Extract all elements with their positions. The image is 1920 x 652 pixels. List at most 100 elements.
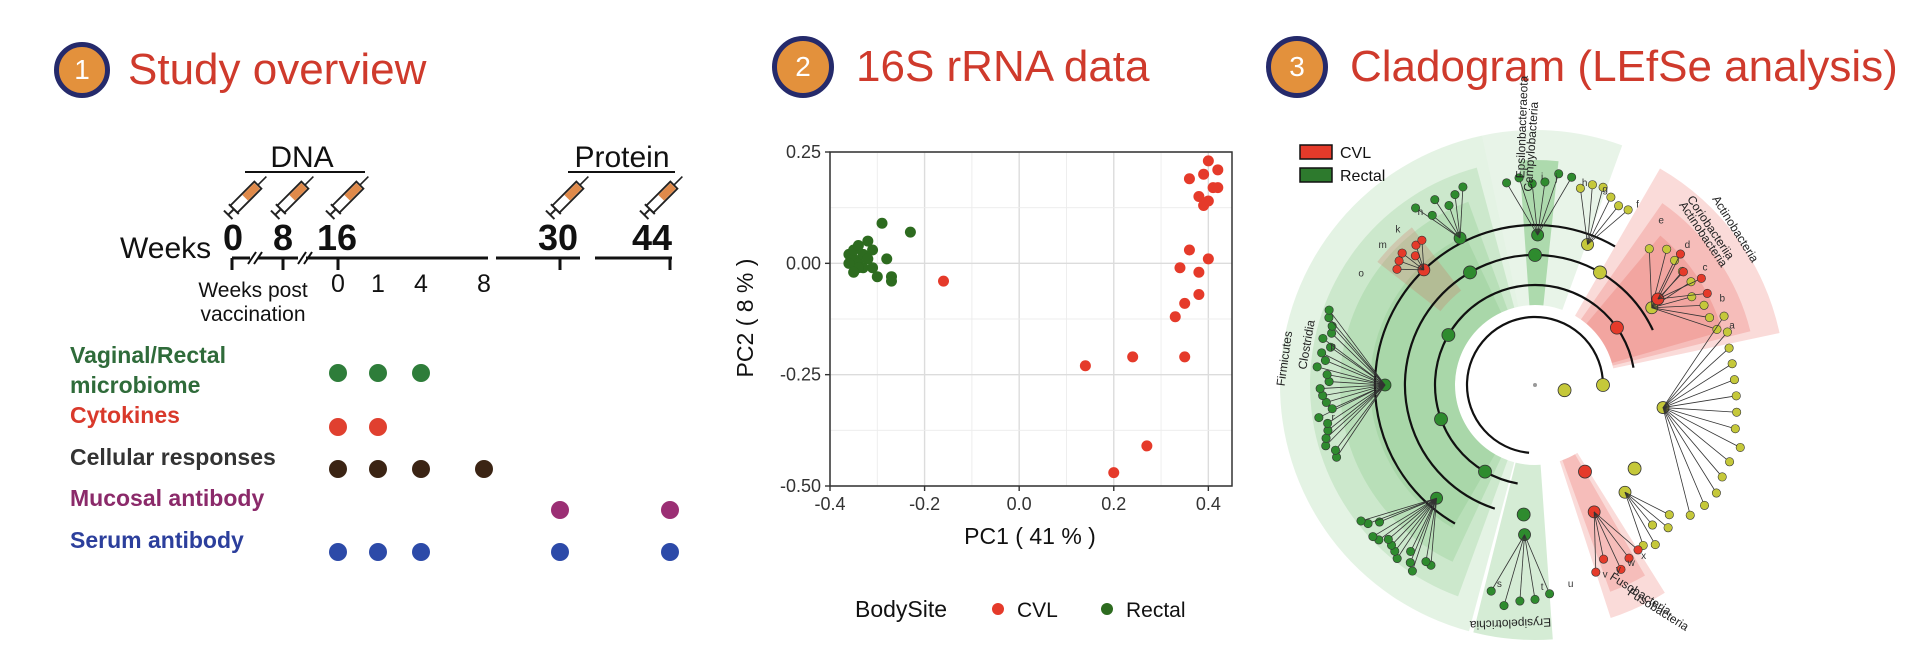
leaf-node <box>1725 457 1735 467</box>
taxon-label: Epsilonbacteraeota <box>1513 75 1531 178</box>
rrna-panel: 2 16S rRNA data -0.4 -0.2 0.0 0.2 0.4 0.25 0.0… <box>720 0 1260 652</box>
assay-timepoint-dot <box>475 460 493 478</box>
leaf-node <box>1623 205 1633 215</box>
clado-sectors <box>1279 130 1780 640</box>
assay-row-label: Cellular responses <box>70 444 276 470</box>
y-tick-label: -0.50 <box>780 476 821 496</box>
leaf-node <box>1527 179 1537 189</box>
leaf-node <box>1731 391 1741 401</box>
assay-timepoint-dot <box>551 543 569 561</box>
clostridia-sector <box>1310 167 1515 597</box>
assay-timepoint-dot <box>661 501 679 519</box>
pca-point-rectal <box>904 226 916 238</box>
leaf-node <box>1444 200 1454 210</box>
clade-node <box>1434 412 1448 427</box>
y-tick-label: -0.25 <box>780 365 821 385</box>
leaf-node <box>1312 362 1322 372</box>
assay-timepoint-dot <box>661 543 679 561</box>
leaf-node <box>1647 520 1657 530</box>
pca-point-cvl <box>1141 440 1153 452</box>
post-tick-4: 4 <box>414 270 428 298</box>
node-letter: o <box>1358 268 1364 279</box>
assay-row-label: Cytokines <box>70 402 180 428</box>
node-letter: y <box>1616 564 1621 575</box>
leaf-node <box>1515 596 1525 606</box>
leaf-node <box>1702 288 1712 298</box>
clade-node <box>1478 464 1492 479</box>
clade-node <box>1441 328 1456 342</box>
leaf-node <box>1730 424 1740 434</box>
leaf-node <box>1675 249 1685 259</box>
leaf-node <box>1411 203 1421 213</box>
clade-node <box>1557 383 1572 398</box>
pca-point-cvl <box>1193 266 1205 278</box>
leaf-node <box>1321 441 1331 451</box>
leaf-node <box>1322 370 1332 380</box>
pca-point-cvl <box>938 275 950 287</box>
leaf-node <box>1368 532 1378 542</box>
leaf-node <box>1327 404 1337 414</box>
leaf-node <box>1624 553 1634 563</box>
leaf-node <box>1587 180 1597 190</box>
syringe-icon <box>223 176 267 220</box>
leaf-node <box>1486 586 1496 596</box>
panel1-number-badge: 1 <box>54 42 110 98</box>
leaf-node <box>1320 356 1330 366</box>
pca-point-rectal <box>881 253 893 265</box>
leaf-node <box>1717 472 1727 482</box>
cladogram-ring <box>1433 283 1635 485</box>
assay-row-label: Mucosal antibody <box>70 485 264 511</box>
leaf-node <box>1670 255 1680 265</box>
vaccination-label: vaccination <box>200 303 305 326</box>
leaf-node <box>1514 173 1524 183</box>
assay-timepoint-dot <box>412 364 430 382</box>
leaf-node <box>1392 264 1402 274</box>
pca-legend-cvl-label: CVL <box>1017 599 1058 622</box>
cladogram-panel: 3 Cladogram (LEfSe analysis) CVL Rectal … <box>1260 0 1920 652</box>
panel3-number-badge: 3 <box>1266 36 1328 98</box>
lefse-cladogram: CVL Rectal EpsilonbacteraeotaCampylobact… <box>1274 75 1780 640</box>
leaf-node <box>1502 178 1512 188</box>
leaf-node <box>1650 540 1660 550</box>
node-letter: a <box>1729 320 1735 331</box>
leaf-node <box>1324 305 1334 315</box>
pca-point-rectal <box>848 266 860 278</box>
leaf-node <box>1606 192 1616 202</box>
leaf-node <box>1567 172 1577 182</box>
weeks-post-label: Weeks post <box>198 279 307 302</box>
clado-legend-rectal-label: Rectal <box>1340 168 1385 185</box>
leaf-node <box>1719 311 1729 321</box>
pca-plot-frame <box>829 151 1233 487</box>
node-letter: i <box>1541 172 1543 183</box>
leaf-node <box>1699 300 1709 310</box>
leaf-node <box>1330 445 1340 455</box>
pca-point-cvl <box>1193 289 1205 301</box>
node-letter: b <box>1719 294 1725 305</box>
leaf-node <box>1678 267 1688 277</box>
leaf-node <box>1383 534 1393 544</box>
node-letter: h <box>1582 178 1588 189</box>
leaf-node <box>1732 407 1742 417</box>
leaf-node <box>1499 601 1509 611</box>
node-letter: f <box>1636 199 1639 210</box>
y-tick-label: 0.00 <box>786 253 821 273</box>
leaf-node <box>1705 313 1715 323</box>
pca-ticks: -0.4 -0.2 0.0 0.2 0.4 0.25 0.00 -0.25 -0.50 <box>780 142 1221 514</box>
timeline-axis <box>230 251 672 270</box>
leaf-node <box>1406 546 1416 556</box>
leaf-node <box>1599 554 1609 564</box>
pca-y-axis-label: PC2 ( 8 % ) <box>732 259 758 378</box>
week-number-16: 16 <box>317 217 357 258</box>
clade-node <box>1627 461 1642 476</box>
leaf-node <box>1663 523 1673 533</box>
pca-point-rectal <box>885 275 897 287</box>
leaf-node <box>1540 177 1550 187</box>
x-tick-label: 0.0 <box>1007 494 1032 514</box>
study-overview-panel: 1 Study overview DNA Protein Weeks 0 8 1… <box>0 0 720 652</box>
week-number-0: 0 <box>223 217 243 258</box>
panel2-number-badge: 2 <box>772 36 834 98</box>
x-tick-label: -0.2 <box>909 494 940 514</box>
week-number-8: 8 <box>273 217 293 258</box>
node-letter: c <box>1702 262 1707 273</box>
pca-point-cvl <box>1179 351 1191 363</box>
